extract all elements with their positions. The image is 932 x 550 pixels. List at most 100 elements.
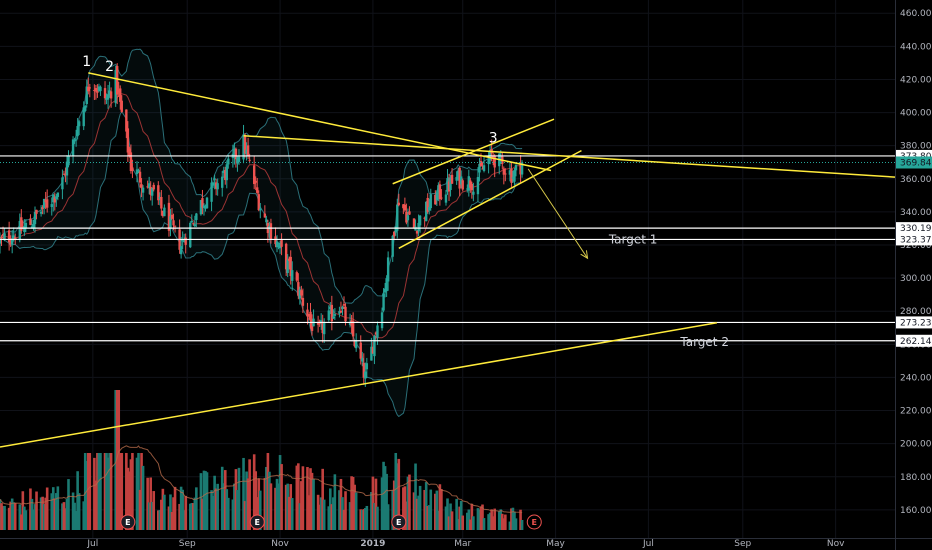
candle-body bbox=[213, 178, 216, 180]
candle-body bbox=[129, 152, 133, 172]
volume-bar bbox=[322, 499, 326, 530]
candle-body bbox=[119, 88, 122, 102]
candle-body bbox=[131, 167, 134, 172]
candle-body bbox=[418, 215, 422, 226]
volume-bar bbox=[446, 498, 449, 530]
candle-body bbox=[327, 310, 330, 321]
price-tag-label: 369.84 bbox=[900, 158, 932, 168]
volume-bar bbox=[135, 457, 139, 530]
candle-body bbox=[141, 187, 145, 193]
volume-bar bbox=[82, 501, 86, 530]
volume-bar bbox=[382, 461, 385, 530]
candle-body bbox=[192, 223, 195, 225]
volume-bar bbox=[76, 471, 79, 530]
volume-bar bbox=[220, 466, 224, 530]
volume-bar bbox=[376, 506, 379, 530]
candle-body bbox=[167, 202, 171, 231]
volume-bar bbox=[158, 510, 162, 530]
candle-body bbox=[342, 304, 346, 306]
candle-body bbox=[216, 183, 219, 190]
candle-body bbox=[351, 321, 355, 337]
price-tick-label: 380.00 bbox=[900, 142, 932, 152]
volume-bar bbox=[179, 486, 183, 530]
volume-bar bbox=[290, 498, 294, 530]
volume-bar bbox=[225, 489, 229, 530]
candle-body bbox=[138, 171, 142, 183]
volume-bar bbox=[309, 468, 312, 530]
candle-body bbox=[447, 181, 451, 192]
candle-body bbox=[309, 311, 312, 321]
volume-bar bbox=[214, 488, 218, 530]
projection-arrow-head bbox=[580, 250, 589, 260]
candle-body bbox=[277, 245, 280, 247]
price-tag-label: 330.19 bbox=[900, 224, 932, 234]
candle-body bbox=[20, 217, 23, 231]
price-tick-label: 420.00 bbox=[900, 75, 932, 85]
volume-bar bbox=[319, 497, 323, 530]
candle-body bbox=[84, 106, 87, 112]
candle-body bbox=[383, 288, 387, 293]
volume-bar bbox=[24, 510, 28, 530]
volume-bar bbox=[227, 497, 230, 530]
volume-bar bbox=[103, 453, 107, 530]
candle-body bbox=[64, 173, 67, 176]
candle-body bbox=[225, 164, 228, 181]
volume-bar bbox=[246, 478, 250, 530]
volume-bar bbox=[188, 503, 192, 530]
candle-body bbox=[298, 289, 302, 299]
volume-bar bbox=[178, 503, 181, 530]
candle-body bbox=[246, 145, 250, 156]
volume-bar bbox=[456, 519, 460, 530]
earnings-icon bbox=[249, 514, 265, 530]
volume-bar bbox=[7, 507, 11, 530]
candle-body bbox=[189, 222, 192, 248]
axes: 160.00180.00200.00220.00240.00260.00280.… bbox=[86, 9, 932, 549]
volume-bar bbox=[77, 493, 81, 530]
volume-bar bbox=[435, 490, 439, 530]
candle-body bbox=[508, 170, 512, 175]
volume-bar bbox=[125, 453, 128, 530]
volume-bar bbox=[328, 488, 332, 530]
candle-body bbox=[469, 180, 472, 188]
price-tag-label: 262.14 bbox=[900, 337, 932, 347]
candle-body bbox=[370, 346, 373, 361]
candle-body bbox=[190, 220, 193, 223]
candle-body bbox=[362, 362, 365, 378]
volume-bar bbox=[210, 490, 213, 530]
candle-body bbox=[429, 194, 432, 209]
candle-body bbox=[94, 88, 98, 92]
candle-body bbox=[310, 318, 314, 331]
candle-body bbox=[440, 197, 443, 199]
candle-body bbox=[361, 358, 364, 362]
candle-body bbox=[88, 87, 92, 89]
volume-bar bbox=[106, 457, 110, 530]
candle-body bbox=[479, 161, 483, 167]
volume-bar bbox=[438, 484, 442, 530]
volume-bar bbox=[61, 503, 64, 530]
candle-body bbox=[117, 89, 120, 93]
candle-body bbox=[502, 168, 506, 175]
volume-bar bbox=[500, 513, 504, 530]
candle-body bbox=[73, 140, 76, 142]
volume-bar bbox=[374, 478, 378, 530]
candle-body bbox=[77, 121, 81, 127]
volume-bar bbox=[0, 503, 3, 530]
candle-body bbox=[274, 236, 277, 245]
volume-bar bbox=[348, 502, 352, 530]
candle-body bbox=[428, 207, 431, 211]
volume-bar bbox=[18, 504, 22, 530]
candle-body bbox=[291, 270, 294, 281]
candle-body bbox=[137, 170, 140, 173]
price-tick-label: 280.00 bbox=[900, 307, 932, 317]
candle-body bbox=[227, 158, 230, 165]
volume-bar bbox=[502, 518, 506, 530]
volume-bar bbox=[386, 504, 390, 530]
volume-bar bbox=[117, 390, 121, 530]
volume-bar bbox=[94, 480, 98, 530]
candle-body bbox=[415, 231, 419, 234]
trendline bbox=[398, 149, 582, 249]
volume-bar bbox=[118, 453, 122, 530]
